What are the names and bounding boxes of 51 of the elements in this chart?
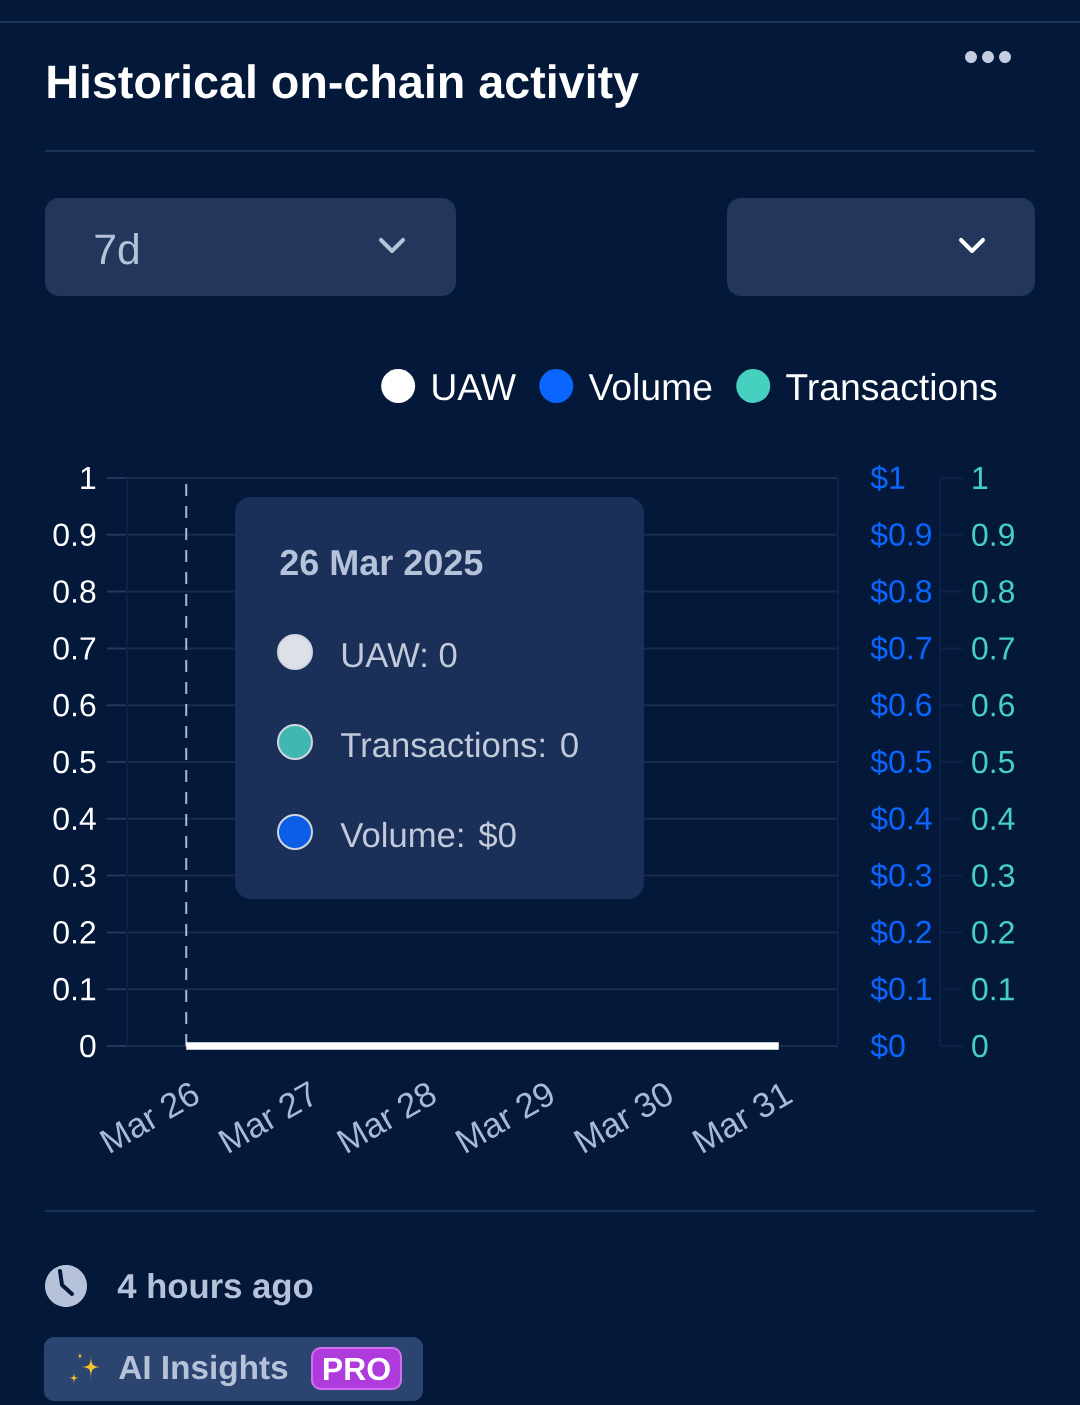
x-tick-label: Mar 30 <box>573 1083 672 1154</box>
y2-tick-label: $0.8 <box>870 578 932 605</box>
y-tick-label: 1 <box>81 466 96 489</box>
y2-tick-label: $1 <box>870 465 905 491</box>
x-tick-label: Mar 27 <box>217 1080 313 1154</box>
y3-tick-label: 0.5 <box>972 750 1015 774</box>
text: AI Insights <box>119 1354 288 1387</box>
y2-tick-label: $0 <box>870 1033 905 1059</box>
y3-tick-label: 0.2 <box>972 921 1014 944</box>
text: 4 hours ago <box>117 1272 313 1306</box>
y2-tick-label: $0.9 <box>870 521 932 548</box>
legend-label: UAW <box>433 374 516 401</box>
y-tick-label: 0.5 <box>53 750 96 774</box>
y-tick-label: 0.1 <box>53 977 96 1001</box>
text: PRO <box>323 1357 390 1381</box>
x-tick-label: Mar 28 <box>336 1083 436 1154</box>
legend-label: Transactions <box>786 372 997 401</box>
y3-tick-label: 0.9 <box>972 523 1014 547</box>
y3-tick-label: 0.7 <box>972 637 1014 660</box>
y2-tick-label: $0.7 <box>870 635 931 662</box>
annotation: UAW: 0 <box>342 642 457 668</box>
y3-tick-label: 0.8 <box>972 580 1015 603</box>
y2-tick-label: $0.6 <box>870 692 932 719</box>
legend-label: Volume <box>588 372 712 401</box>
y-tick-label: 0.2 <box>53 921 96 944</box>
y2-tick-label: $0.2 <box>870 919 931 946</box>
chart-title: Historical on-chain activity <box>48 64 639 108</box>
y-tick-label: 0.9 <box>53 523 96 547</box>
y-tick-label: 0.7 <box>53 637 96 660</box>
x-tick-label: Mar 26 <box>99 1083 199 1154</box>
y2-tick-label: $0.1 <box>870 976 931 1003</box>
x-tick-label: Mar 29 <box>454 1083 553 1154</box>
annotation: Transactions: 0 <box>341 731 578 758</box>
y2-tick-label: $0.5 <box>870 749 932 775</box>
y-tick-label: 0 <box>80 1034 96 1058</box>
annotation: Volume: $0 <box>340 821 516 850</box>
y-tick-label: 0.6 <box>53 693 96 717</box>
y3-tick-label: 0.3 <box>972 864 1015 887</box>
y3-tick-label: 0 <box>972 1034 988 1058</box>
x-tick-label: Mar 31 <box>691 1083 794 1154</box>
y3-tick-label: 0.4 <box>972 807 1015 831</box>
annotation: 26 Mar 2025 <box>280 549 483 576</box>
y2-tick-label: $0.3 <box>870 862 932 889</box>
y-tick-label: 0.4 <box>53 807 96 831</box>
y2-tick-label: $0.4 <box>870 805 932 832</box>
y3-tick-label: 0.6 <box>972 693 1015 717</box>
y3-tick-label: 1 <box>973 466 988 489</box>
y-tick-label: 0.8 <box>53 580 96 603</box>
y3-tick-label: 0.1 <box>972 977 1014 1001</box>
text: 7d <box>95 233 138 265</box>
y-tick-label: 0.3 <box>53 864 96 887</box>
